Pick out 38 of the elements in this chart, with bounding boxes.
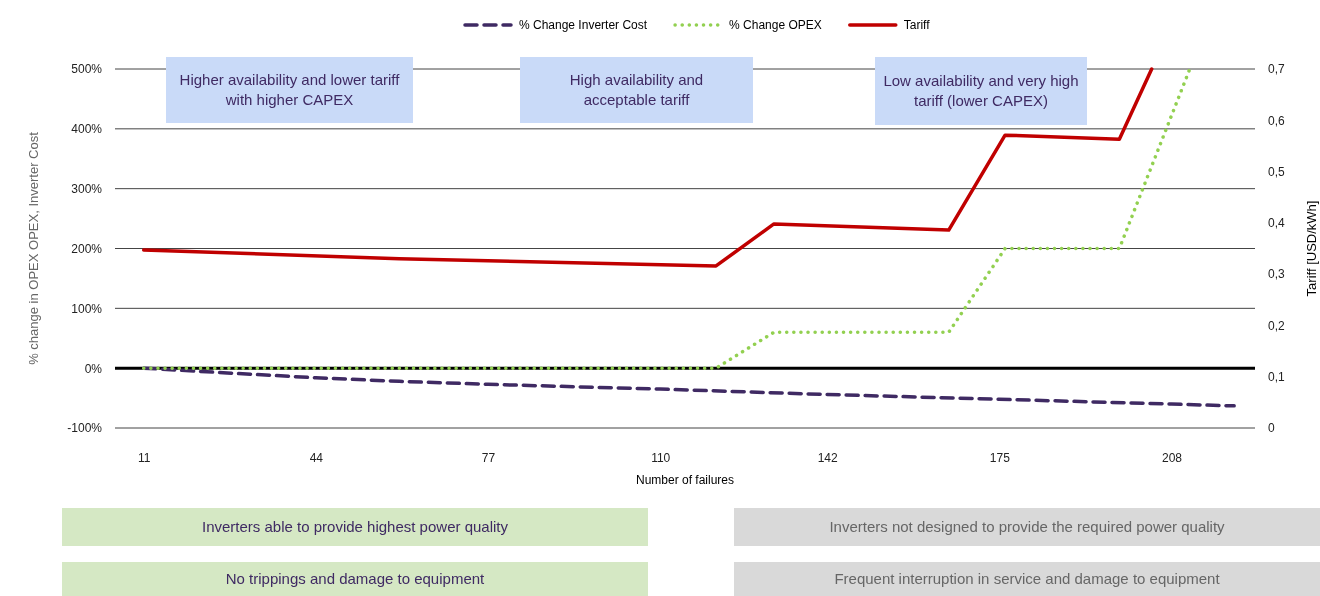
y2-axis-title: Tariff [USD/kWh] [1304, 200, 1319, 297]
line-series [141, 67, 1192, 370]
x-tick-label: 142 [817, 450, 839, 465]
y-tick-label: 300% [71, 182, 103, 197]
y2-tick-label: 0,2 [1268, 318, 1286, 333]
legend-label: Tariff [903, 18, 931, 33]
y-tick-label: 400% [71, 122, 103, 137]
y2-tick-label: 0,4 [1268, 216, 1286, 231]
x-tick-label: 175 [989, 450, 1011, 465]
y-tick-label: -100% [67, 421, 103, 436]
y-tick-label: 500% [71, 62, 103, 77]
y-axis-title: % change in OPEX OPEX, Inverter Cost [26, 131, 41, 365]
x-tick-label: 110 [651, 450, 671, 465]
legend-label: % Change Inverter Cost [519, 18, 648, 33]
annotation: Higher availability and lower tariff with higher CAPEX [179, 71, 401, 109]
line-series [141, 366, 1236, 408]
x-tick-label: 208 [1162, 450, 1183, 465]
y2-tick-label: 0 [1268, 421, 1275, 436]
y-tick-label: 200% [71, 241, 103, 256]
y-tick-label: 0% [84, 361, 103, 376]
annotation: Low availability and very high tariff (lower CAPEX) [883, 72, 1079, 110]
y2-tick-label: 0,3 [1268, 267, 1286, 282]
y2-tick-label: 0,7 [1268, 62, 1286, 77]
x-tick-label: 77 [481, 450, 496, 465]
text: Frequent interruption in service and damage to equipment [834, 570, 1221, 588]
x-axis-title: Number of failures [635, 473, 735, 487]
x-tick-label: 11 [137, 450, 151, 465]
y2-tick-label: 0,5 [1268, 164, 1286, 179]
text: No trippings and damage to equipment [225, 570, 486, 588]
annotation: High availability and acceptable tariff [569, 71, 704, 109]
y-tick-label: 100% [71, 301, 103, 316]
text: Inverters not designed to provide the required power quality [829, 518, 1226, 536]
legend-label: % Change OPEX [729, 18, 822, 33]
y2-tick-label: 0,6 [1268, 113, 1286, 128]
text: Inverters able to provide highest power quality [201, 518, 509, 536]
line-series [141, 67, 1154, 268]
x-tick-label: 44 [309, 450, 324, 465]
y2-tick-label: 0,1 [1268, 370, 1286, 385]
